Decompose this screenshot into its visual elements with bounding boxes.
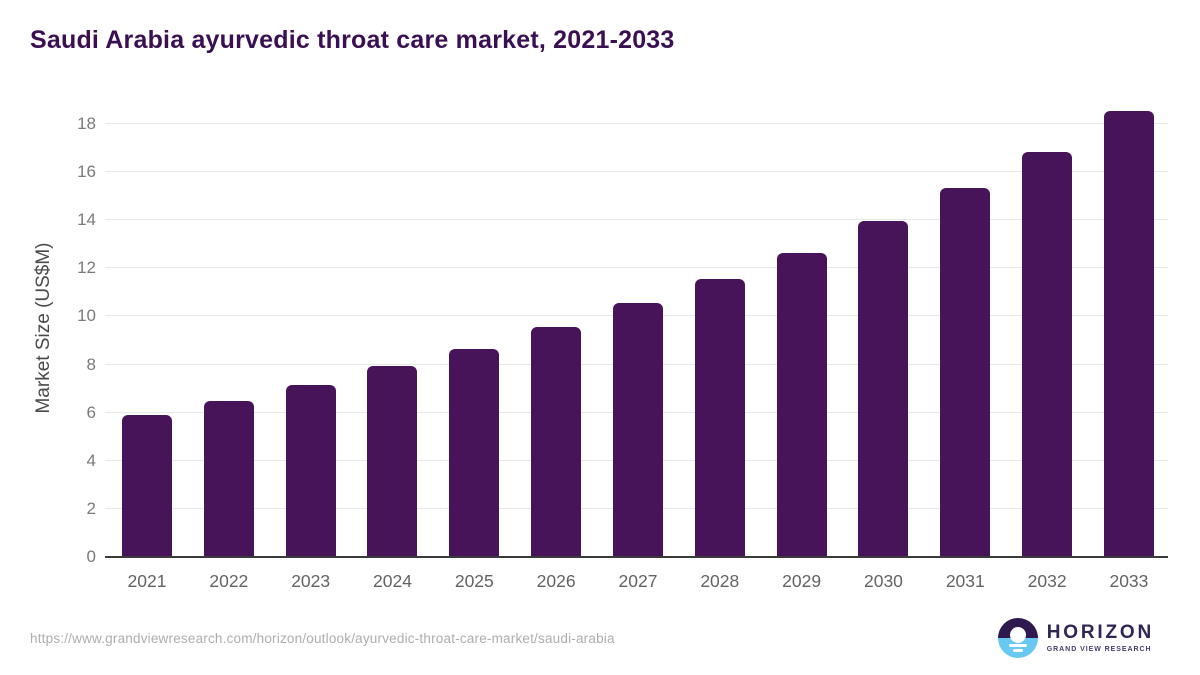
bar-2033: [1103, 110, 1154, 557]
y-tick-label-14: 14: [77, 210, 96, 230]
gridline-18: [105, 123, 1168, 125]
bar-2021: [122, 415, 172, 557]
horizon-logo: HORIZON GRAND VIEW RESEARCH: [997, 618, 1154, 658]
horizon-line-icon: [1008, 644, 1027, 647]
x-axis-line: [105, 556, 1168, 558]
y-tick-label-0: 0: [86, 547, 96, 566]
y-tick-label-10: 10: [77, 306, 96, 326]
x-tick-label-2022: 2022: [209, 571, 249, 591]
bar-2024: [367, 365, 418, 557]
gridline-12: [105, 267, 1168, 269]
x-tick-label-2028: 2028: [700, 571, 740, 591]
x-tick-label-2027: 2027: [618, 571, 658, 591]
x-tick-label-2021: 2021: [127, 571, 167, 591]
logo-name: HORIZON: [1046, 622, 1154, 643]
x-tick-label-2026: 2026: [536, 571, 576, 591]
x-tick-label-2029: 2029: [782, 571, 822, 591]
bar-series: [105, 100, 1168, 557]
bar-2029: [776, 252, 827, 557]
bar-2025: [449, 348, 500, 557]
bar-2032: [1022, 151, 1073, 557]
logo-subtitle: GRAND VIEW RESEARCH: [1046, 646, 1152, 653]
plot-area: [105, 100, 1168, 558]
x-tick-label-2025: 2025: [454, 571, 494, 591]
bar-2022: [203, 400, 254, 557]
y-tick-label-18: 18: [77, 114, 96, 134]
bar-2026: [531, 327, 582, 557]
y-axis-tick-labels: 0 2 4 6 8 10 12 14 16 18: [0, 100, 96, 566]
x-tick-label-2023: 2023: [291, 571, 331, 591]
y-tick-label-8: 8: [86, 354, 96, 374]
y-tick-label-2: 2: [86, 498, 96, 518]
x-tick-label-2030: 2030: [863, 571, 903, 591]
x-tick-label-2032: 2032: [1027, 571, 1067, 591]
y-tick-label-6: 6: [86, 402, 96, 422]
gridline-14: [105, 219, 1168, 221]
bar-2023: [285, 385, 336, 557]
x-tick-label-2024: 2024: [373, 571, 412, 591]
bar-2031: [940, 187, 991, 557]
bar-2030: [858, 221, 909, 557]
x-axis-tick-labels: 2021 2022 2023 2024 2025 2026 2027 2028 2029 2030…: [105, 571, 1168, 592]
chart-title: Saudi Arabia ayurvedic throat care marke…: [30, 26, 675, 54]
bar-2028: [694, 279, 745, 557]
horizon-line-small-icon: [1012, 649, 1023, 652]
bar-2027: [612, 303, 663, 557]
source-url: https://www.grandviewresearch.com/horizo…: [30, 631, 615, 646]
x-tick-label-2033: 2033: [1109, 571, 1149, 591]
gridline-16: [105, 171, 1168, 173]
x-tick-label-2031: 2031: [945, 571, 985, 591]
y-tick-label-16: 16: [77, 162, 96, 182]
y-tick-label-4: 4: [86, 450, 96, 470]
y-tick-label-12: 12: [77, 258, 96, 278]
logo-text: HORIZON GRAND VIEW RESEARCH: [1046, 622, 1154, 654]
sun-circle-icon: [1009, 626, 1026, 643]
horizon-logo-icon: [997, 618, 1038, 658]
